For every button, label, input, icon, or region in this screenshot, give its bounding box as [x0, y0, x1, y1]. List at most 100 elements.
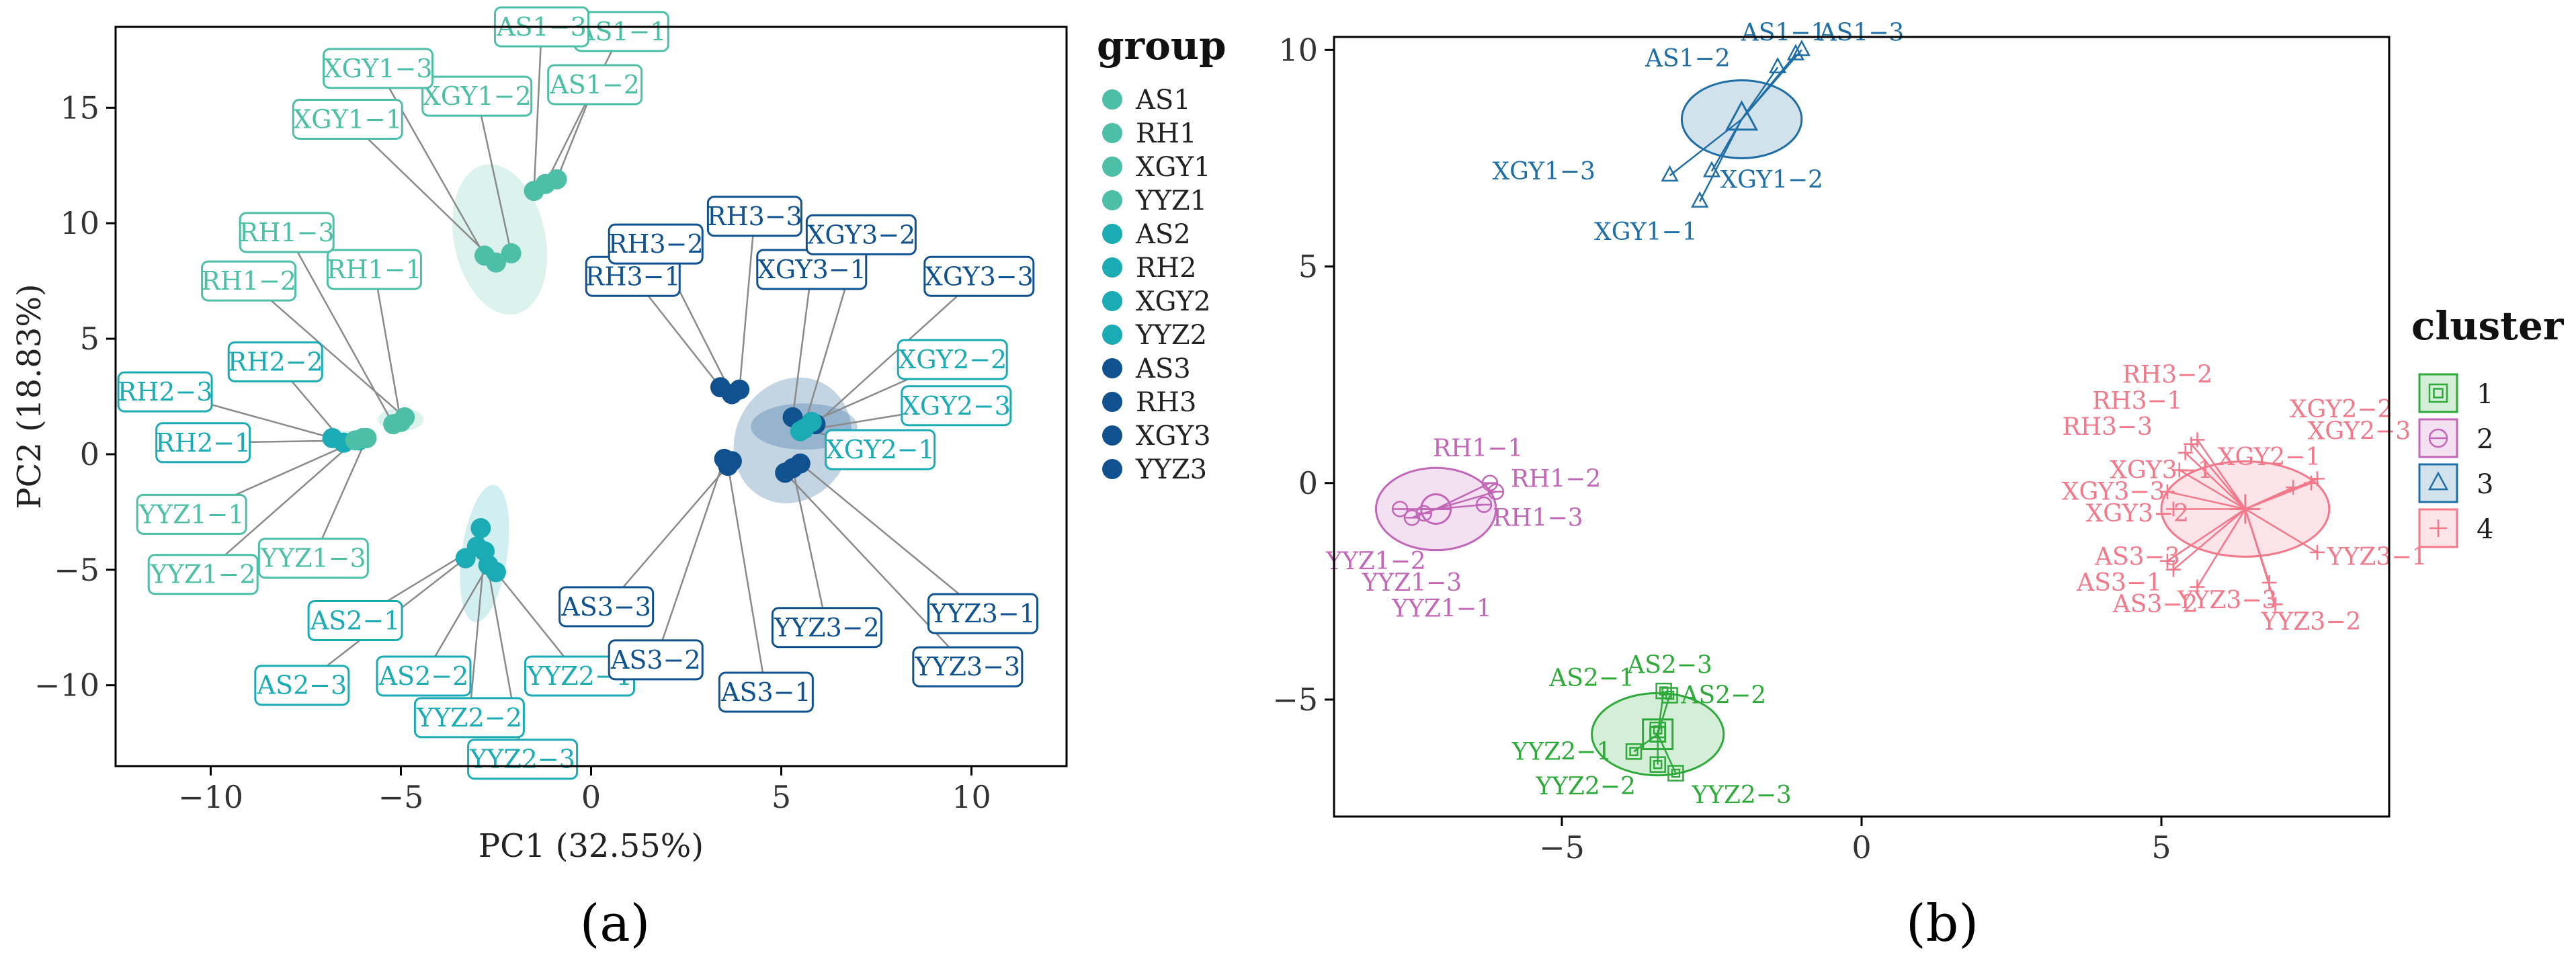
legend-label-YYZ1: YYZ1 — [1135, 185, 1207, 216]
leader-line-AS3−1 — [727, 465, 767, 693]
label-box-XGY3−2 — [805, 214, 917, 255]
point-label-AS2−1: AS2−1 — [310, 605, 401, 635]
y-tick-label: 5 — [1298, 249, 1318, 285]
leader-line-YYZ2−2 — [468, 551, 486, 718]
point-YYZ3−3 — [775, 462, 796, 483]
label-box-XGY2−1 — [825, 429, 936, 470]
label-box-AS2−2 — [376, 655, 472, 697]
cluster-point-label-XGY1−3: XGY1−3 — [1492, 158, 1595, 185]
cluster-spoke-XGY2−3 — [2245, 482, 2312, 510]
legend-label-RH3: RH3 — [1136, 387, 1196, 418]
leader-line-AS1−1 — [544, 31, 622, 185]
legend-swatch-RH2 — [1102, 257, 1122, 278]
cluster-point-label-YYZ2−2: YYZ2−2 — [1535, 773, 1636, 800]
y-tick-label: 15 — [60, 89, 99, 126]
cluster-point-YYZ2−3 — [1667, 765, 1684, 782]
confidence-ellipse-AS3 — [733, 377, 852, 503]
cluster-point-label-XGY3−3: XGY3−3 — [2062, 478, 2165, 506]
point-label-XGY3−1: XGY3−1 — [757, 255, 866, 284]
cluster-centroid-1-inner — [1649, 726, 1667, 743]
label-box-RH1−3 — [239, 212, 335, 253]
cluster-point-label-YYZ2−3: YYZ2−3 — [1691, 782, 1792, 809]
point-label-YYZ2−3: YYZ2−3 — [469, 745, 575, 774]
leader-line-YYZ1−2 — [202, 440, 356, 575]
point-label-XGY2−1: XGY2−1 — [826, 435, 935, 464]
cluster-point-label-YYZ3−2: YYZ3−2 — [2261, 608, 2362, 636]
label-box-YYZ3−3 — [912, 646, 1024, 687]
legend-swatch-AS1 — [1102, 89, 1122, 110]
x-tick-label: 5 — [2151, 829, 2171, 866]
point-YYZ2−2 — [474, 541, 495, 562]
cluster-point-label-RH1−3: RH1−3 — [1493, 504, 1583, 532]
label-box-RH1−2 — [201, 260, 297, 302]
cluster-point-XGY1−2 — [1702, 161, 1721, 177]
y-axis-label: PC2 (18.83%) — [11, 284, 48, 509]
legend-swatch-AS3 — [1102, 358, 1122, 378]
point-label-AS3−3: AS3−3 — [560, 592, 651, 622]
leader-line-YYZ3−2 — [792, 468, 828, 628]
panel-a-label: (a) — [580, 893, 651, 953]
point-label-XGY1−2: XGY1−2 — [423, 81, 532, 111]
label-box-XGY1−3 — [323, 48, 434, 89]
point-label-RH1−1: RH1−1 — [327, 255, 422, 284]
point-label-AS1−1: AS1−1 — [576, 17, 667, 46]
panel-b-label: (b) — [1906, 893, 1979, 953]
legend-label-AS3: AS3 — [1135, 353, 1191, 384]
cluster-point-YYZ2−1 — [1625, 743, 1643, 760]
y-tick-label: 5 — [80, 321, 99, 357]
x-axis-label: PC1 (32.55%) — [479, 827, 704, 865]
label-box-AS3−1 — [718, 671, 814, 713]
point-label-XGY1−3: XGY1−3 — [324, 54, 433, 83]
cluster-point-label-YYZ2−1: YYZ2−1 — [1511, 738, 1612, 765]
leader-line-AS3−3 — [606, 460, 733, 608]
point-label-RH3−3: RH3−3 — [707, 202, 802, 231]
cluster-point-XGY1−3 — [1661, 165, 1679, 182]
label-box-XGY1−2 — [421, 75, 533, 117]
cluster-spoke-XGY3−1 — [2179, 469, 2246, 510]
point-label-YYZ3−1: YYZ3−1 — [929, 599, 1036, 628]
legend-swatch-YYZ3 — [1102, 459, 1122, 479]
cluster-centroid-3 — [1725, 99, 1759, 131]
leader-line-RH3−3 — [738, 216, 756, 390]
point-label-RH3−2: RH3−2 — [608, 229, 704, 259]
label-box-RH2−2 — [227, 341, 323, 382]
cluster-spoke-AS3−3 — [2167, 508, 2246, 562]
cluster-point-label-AS1−2: AS1−2 — [1645, 45, 1731, 73]
x-tick-label: −5 — [1539, 829, 1585, 866]
point-label-YYZ3−2: YYZ3−2 — [774, 613, 880, 642]
legend-label-RH2: RH2 — [1136, 253, 1196, 284]
label-box-YYZ1−3 — [257, 538, 369, 579]
cluster-point-label-AS3−2: AS3−2 — [2112, 591, 2198, 618]
cluster-spoke-RH3−2 — [2196, 439, 2246, 510]
leader-line-RH1−3 — [286, 232, 394, 425]
cluster-centroid-1 — [1642, 718, 1674, 751]
leader-line-AS3−2 — [655, 458, 725, 661]
cluster-point-label-XGY2−3: XGY2−3 — [2308, 417, 2411, 445]
label-box-YYZ2−2 — [413, 697, 525, 739]
label-box-RH2−1 — [155, 422, 251, 464]
cluster-spoke-RH1−2 — [1436, 491, 1497, 510]
cluster-spoke-AS1−2 — [1741, 67, 1779, 120]
x-tick-label: 5 — [772, 779, 791, 815]
cluster-point-YYZ2−2-inner — [1653, 759, 1663, 769]
cluster-spoke-AS1−3 — [1741, 53, 1796, 120]
legend-marker-cluster-1 — [2428, 383, 2448, 403]
cluster-point-label-YYZ1−2: YYZ1−2 — [1325, 548, 1426, 575]
cluster-point-label-XGY2−2: XGY2−2 — [2290, 396, 2393, 423]
point-label-YYZ1−3: YYZ1−3 — [260, 544, 366, 573]
point-label-YYZ1−1: YYZ1−1 — [138, 499, 245, 529]
x-tick-label: 0 — [581, 779, 601, 815]
point-label-RH1−3: RH1−3 — [239, 218, 335, 247]
plot-frame-b — [1333, 36, 2391, 818]
legend-swatch-AS2 — [1102, 224, 1122, 244]
y-tick-label: −5 — [54, 552, 99, 588]
point-label-AS1−2: AS1−2 — [549, 70, 640, 99]
legend-swatch-XGY1 — [1102, 157, 1122, 177]
label-box-YYZ1−2 — [147, 554, 259, 595]
legend-label-cluster-4: 4 — [2477, 514, 2493, 545]
legend-swatch-RH3 — [1102, 392, 1122, 412]
legend-swatch-XGY3 — [1102, 425, 1122, 446]
y-tick-label: 0 — [80, 436, 99, 472]
cluster-spoke-XGY1−2 — [1710, 118, 1743, 172]
